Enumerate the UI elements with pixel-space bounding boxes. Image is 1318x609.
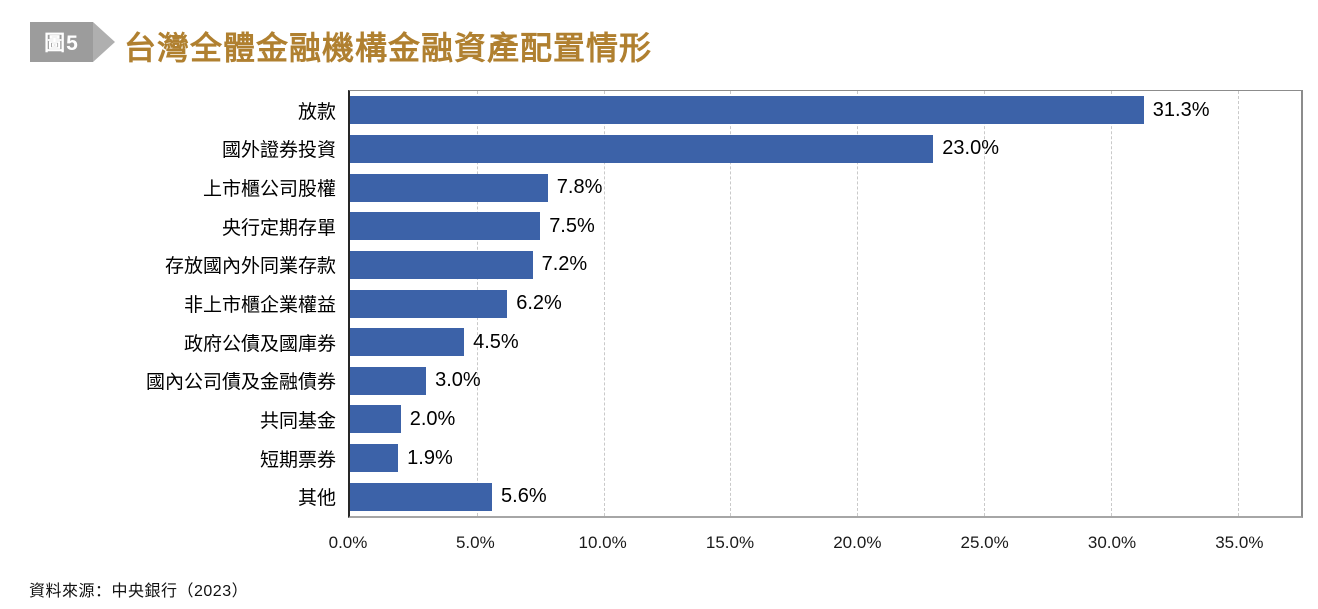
- x-tick-label: 5.0%: [455, 533, 495, 552]
- x-tick-label: 20.0%: [833, 533, 882, 552]
- category-label: 短期票券: [259, 449, 336, 471]
- bar-row: 5.6%: [350, 477, 1301, 516]
- bar: [350, 405, 401, 434]
- bar: [350, 444, 399, 473]
- bar-row: 3.0%: [350, 361, 1301, 400]
- x-tick-label: 10.0%: [578, 533, 627, 552]
- bar: [350, 328, 465, 357]
- category-label: 其他: [297, 488, 336, 510]
- bar-value-label: 3.0%: [435, 369, 481, 392]
- bar: [350, 96, 1144, 125]
- bar-row: 1.9%: [350, 439, 1301, 478]
- bar-value-label: 6.2%: [516, 292, 562, 315]
- figure-number-badge: 圖5: [30, 22, 115, 62]
- bar-row: 2.0%: [350, 400, 1301, 439]
- bar-value-label: 31.3%: [1152, 98, 1210, 121]
- bar: [350, 482, 493, 511]
- x-tick-label: 0.0%: [328, 533, 368, 552]
- bar-row: 31.3%: [350, 91, 1301, 130]
- bar-row: 23.0%: [350, 130, 1301, 169]
- bar-value-label: 1.9%: [407, 446, 453, 469]
- category-label: 國外證券投資: [221, 140, 336, 162]
- bar-row: 4.5%: [350, 323, 1301, 362]
- bar-value-label: 7.8%: [556, 176, 603, 199]
- category-label: 放款: [297, 101, 336, 123]
- source-note: 資料來源：中央銀行（2023）: [29, 583, 249, 600]
- gridline: [857, 91, 859, 516]
- gridline: [603, 91, 605, 516]
- x-tick-label: 25.0%: [960, 533, 1009, 552]
- gridline: [983, 91, 985, 516]
- category-label: 非上市櫃企業權益: [183, 295, 336, 317]
- badge-arrow-icon: [93, 22, 115, 62]
- category-label: 存放國內外同業存款: [164, 256, 336, 278]
- x-tick-label: 35.0%: [1215, 533, 1264, 552]
- bar-value-label: 4.5%: [473, 330, 519, 353]
- gridline: [730, 91, 732, 516]
- bars-layer: 31.3% 23.0% 7.8% 7.5% 7.2% 6.2% 4.5% 3.0% 2.0% 1.…: [350, 91, 1301, 516]
- x-tick-label: 30.0%: [1087, 533, 1137, 552]
- x-tick-label: 15.0%: [705, 533, 755, 552]
- bar: [350, 366, 427, 395]
- category-axis: 放款國外證券投資上市櫃公司股權央行定期存單存放國內外同業存款非上市櫃企業權益 政府…: [0, 91, 336, 516]
- category-label: 國內公司債及金融債券: [145, 372, 336, 394]
- gridline: [1237, 91, 1239, 516]
- gridline: [1110, 91, 1112, 516]
- bar: [350, 250, 533, 279]
- category-label: 政府公債及國庫券: [183, 333, 336, 355]
- bar-value-label: 5.6%: [501, 485, 547, 508]
- x-axis: 0.0% 5.0% 10.0% 15.0% 20.0% 25.0% 30.0% 35.0%: [329, 520, 1303, 552]
- bar-value-label: 23.0%: [942, 137, 999, 160]
- chart-title: 台灣全體金融機構金融資產配置情形: [124, 30, 653, 66]
- bar: [350, 289, 508, 318]
- bar-row: 7.8%: [350, 168, 1301, 207]
- bar: [350, 134, 934, 163]
- bar-value-label: 2.0%: [409, 407, 456, 430]
- category-label: 上市櫃公司股權: [202, 179, 336, 201]
- category-label: 共同基金: [259, 410, 336, 432]
- bar: [350, 173, 548, 202]
- bar-row: 7.2%: [350, 246, 1301, 285]
- bar-row: 7.5%: [350, 207, 1301, 246]
- bar-value-label: 7.5%: [549, 214, 595, 237]
- bar-row: 6.2%: [350, 284, 1301, 323]
- category-label: 央行定期存單: [221, 217, 336, 239]
- bar: [350, 212, 541, 241]
- bar-value-label: 7.2%: [541, 253, 588, 276]
- figure-number-label: 圖5: [30, 22, 93, 62]
